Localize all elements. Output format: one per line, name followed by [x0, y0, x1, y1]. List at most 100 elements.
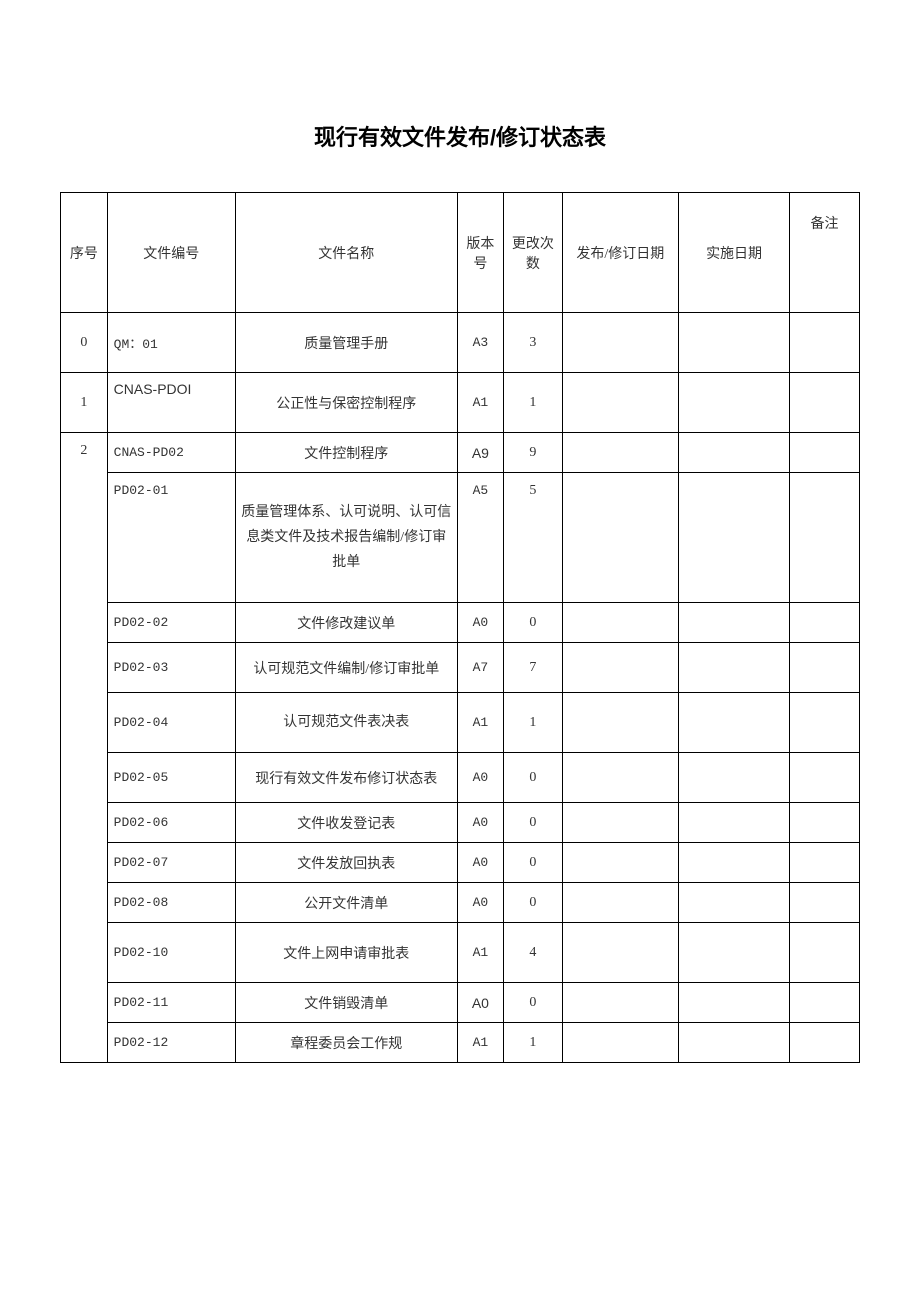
cell-version: A1: [457, 693, 504, 753]
cell-docname: 文件发放回执表: [235, 843, 457, 883]
cell-publish-date: [562, 473, 679, 603]
cell-note: [789, 313, 859, 373]
cell-version: A0: [457, 883, 504, 923]
cell-publish-date: [562, 603, 679, 643]
cell-note: [789, 923, 859, 983]
cell-docname: 认可规范文件表决表: [235, 693, 457, 753]
cell-change-count: 0: [504, 803, 562, 843]
table-row: PD02-07 文件发放回执表 A0 0: [61, 843, 860, 883]
cell-note: [789, 603, 859, 643]
cell-publish-date: [562, 643, 679, 693]
table-row: PD02-01 质量管理体系、认可说明、认可信息类文件及技术报告编制/修订审批单…: [61, 473, 860, 603]
cell-version: A0: [457, 803, 504, 843]
cell-note: [789, 693, 859, 753]
cell-docname: 文件控制程序: [235, 433, 457, 473]
cell-change-count: 3: [504, 313, 562, 373]
col-header-impl-date: 实施日期: [679, 193, 790, 313]
cell-note: [789, 433, 859, 473]
col-header-publish-date: 发布/修订日期: [562, 193, 679, 313]
table-row: PD02-05 现行有效文件发布修订状态表 A0 0: [61, 753, 860, 803]
cell-publish-date: [562, 923, 679, 983]
cell-docname: 公正性与保密控制程序: [235, 373, 457, 433]
cell-publish-date: [562, 843, 679, 883]
table-row: PD02-04 认可规范文件表决表 A1 1: [61, 693, 860, 753]
cell-docnum: PD02-11: [107, 983, 235, 1023]
cell-seq: 0: [61, 313, 108, 373]
cell-docnum: PD02-03: [107, 643, 235, 693]
col-header-docnum: 文件编号: [107, 193, 235, 313]
cell-docname: 文件上网申请审批表: [235, 923, 457, 983]
cell-change-count: 7: [504, 643, 562, 693]
cell-publish-date: [562, 373, 679, 433]
table-row: PD02-11 文件销毁清单 A0 0: [61, 983, 860, 1023]
cell-docnum: PD02-10: [107, 923, 235, 983]
cell-version: A0: [457, 983, 504, 1023]
cell-docnum: QM：01: [107, 313, 235, 373]
cell-impl-date: [679, 803, 790, 843]
document-status-table: 序号 文件编号 文件名称 版本号 更改次数 发布/修订日期 实施日期 备注 0 …: [60, 192, 860, 1063]
cell-docnum: PD02-08: [107, 883, 235, 923]
cell-publish-date: [562, 313, 679, 373]
cell-docnum: PD02-01: [107, 473, 235, 603]
table-row: 0 QM：01 质量管理手册 A3 3: [61, 313, 860, 373]
cell-version: A0: [457, 753, 504, 803]
cell-docname: 认可规范文件编制/修订审批单: [235, 643, 457, 693]
cell-docnum: CNAS-PDOI: [107, 373, 235, 433]
table-row: PD02-08 公开文件清单 A0 0: [61, 883, 860, 923]
cell-seq: 2: [61, 433, 108, 1063]
cell-version: A1: [457, 373, 504, 433]
cell-version: A0: [457, 843, 504, 883]
cell-docnum: CNAS-PD02: [107, 433, 235, 473]
cell-version: A3: [457, 313, 504, 373]
cell-docname: 现行有效文件发布修订状态表: [235, 753, 457, 803]
col-header-change-count: 更改次数: [504, 193, 562, 313]
cell-impl-date: [679, 693, 790, 753]
cell-publish-date: [562, 753, 679, 803]
cell-publish-date: [562, 803, 679, 843]
cell-docnum: PD02-07: [107, 843, 235, 883]
cell-publish-date: [562, 1023, 679, 1063]
cell-version: A1: [457, 923, 504, 983]
cell-impl-date: [679, 1023, 790, 1063]
cell-version: A7: [457, 643, 504, 693]
cell-impl-date: [679, 643, 790, 693]
table-row: 2 CNAS-PD02 文件控制程序 A9 9: [61, 433, 860, 473]
cell-note: [789, 1023, 859, 1063]
cell-docname: 质量管理手册: [235, 313, 457, 373]
cell-change-count: 0: [504, 883, 562, 923]
cell-docname: 章程委员会工作规: [235, 1023, 457, 1063]
cell-note: [789, 473, 859, 603]
cell-impl-date: [679, 923, 790, 983]
cell-change-count: 0: [504, 603, 562, 643]
cell-impl-date: [679, 473, 790, 603]
cell-note: [789, 373, 859, 433]
cell-version: A0: [457, 603, 504, 643]
cell-change-count: 4: [504, 923, 562, 983]
table-row: PD02-02 文件修改建议单 A0 0: [61, 603, 860, 643]
table-row: PD02-03 认可规范文件编制/修订审批单 A7 7: [61, 643, 860, 693]
cell-publish-date: [562, 883, 679, 923]
cell-note: [789, 883, 859, 923]
col-header-docname: 文件名称: [235, 193, 457, 313]
cell-publish-date: [562, 693, 679, 753]
cell-seq: 1: [61, 373, 108, 433]
cell-change-count: 0: [504, 983, 562, 1023]
cell-impl-date: [679, 603, 790, 643]
page-title: 现行有效文件发布/修订状态表: [60, 120, 860, 152]
cell-impl-date: [679, 313, 790, 373]
cell-note: [789, 843, 859, 883]
cell-impl-date: [679, 433, 790, 473]
cell-publish-date: [562, 433, 679, 473]
cell-impl-date: [679, 753, 790, 803]
table-row: PD02-06 文件收发登记表 A0 0: [61, 803, 860, 843]
cell-docnum: PD02-04: [107, 693, 235, 753]
cell-version: A9: [457, 433, 504, 473]
table-row: 1 CNAS-PDOI 公正性与保密控制程序 A1 1: [61, 373, 860, 433]
cell-note: [789, 803, 859, 843]
cell-impl-date: [679, 983, 790, 1023]
cell-docnum: PD02-12: [107, 1023, 235, 1063]
cell-impl-date: [679, 883, 790, 923]
cell-change-count: 1: [504, 693, 562, 753]
cell-change-count: 1: [504, 373, 562, 433]
cell-impl-date: [679, 373, 790, 433]
